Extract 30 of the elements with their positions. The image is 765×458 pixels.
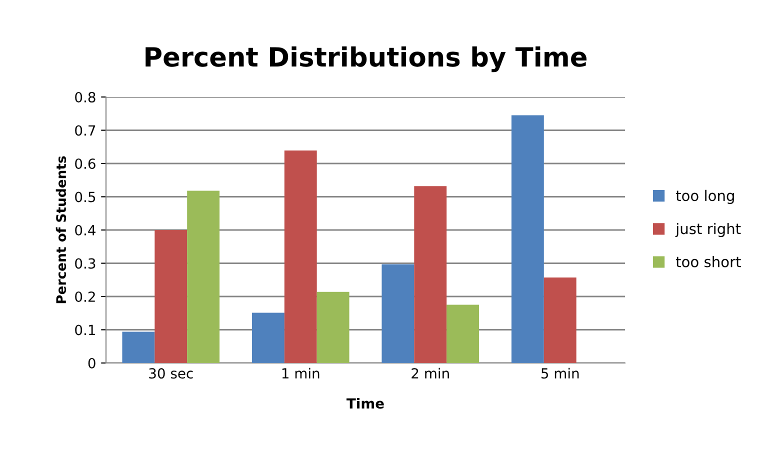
y-tick-label: 0 [88,358,96,368]
bar [187,190,220,363]
bar [382,264,414,363]
y-tick-label: 0.2 [75,291,95,302]
x-tick-label: 5 min [541,368,579,379]
y-tick-label: 0.7 [75,125,96,136]
y-tick-label: 0.6 [75,158,96,169]
bar [414,186,447,363]
bar [511,115,544,363]
bar [252,312,284,363]
bar [446,304,480,363]
y-tick-label: 0.8 [75,92,96,102]
x-axis-title: Time [346,398,384,409]
bar [544,278,576,363]
x-tick-label: 1 min [282,368,320,378]
y-tick-label: 0.1 [75,324,95,336]
y-tick-label: 0.5 [75,192,96,202]
legend-label: just right [675,222,741,238]
legend-label: too long [676,190,734,204]
y-axis-title: Percent of Students [56,156,66,304]
y-tick-label: 0.3 [75,258,96,269]
bar [122,332,155,363]
x-tick-label: 30 sec [149,368,193,379]
bar [154,230,188,363]
legend-label: too short [676,256,741,268]
y-tick-label: 0.4 [75,224,96,236]
bar [316,292,350,363]
x-tick-label: 2 min [412,368,449,378]
chart-title: Percent Distributions by Time [146,46,587,72]
bar [284,150,317,363]
